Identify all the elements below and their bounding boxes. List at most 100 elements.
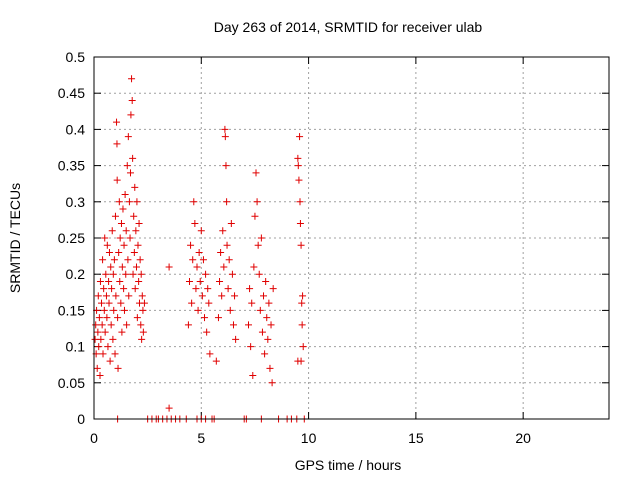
data-points — [91, 75, 308, 423]
y-tick-label: 0.3 — [66, 194, 86, 210]
data-point — [246, 285, 254, 293]
data-point — [221, 133, 229, 141]
y-tick-label: 0 — [77, 411, 85, 427]
data-point — [138, 335, 146, 343]
data-point — [185, 277, 193, 285]
data-point — [135, 220, 143, 228]
data-point — [122, 227, 130, 235]
data-point — [99, 256, 107, 264]
data-point — [219, 227, 227, 235]
data-point — [123, 321, 131, 329]
data-point — [113, 140, 121, 148]
data-point — [116, 277, 124, 285]
data-point — [124, 133, 132, 141]
data-point — [130, 248, 138, 256]
data-point — [214, 314, 222, 322]
y-tick-label: 0.25 — [58, 230, 85, 246]
data-point — [125, 292, 133, 300]
data-point — [220, 263, 228, 271]
data-point — [199, 256, 207, 264]
data-point — [110, 306, 118, 314]
data-point — [212, 357, 220, 365]
data-point — [126, 234, 134, 242]
x-tick-label: 20 — [515, 430, 531, 446]
x-tick-label: 15 — [408, 430, 424, 446]
data-point — [245, 321, 252, 329]
data-point — [231, 292, 239, 300]
data-point — [264, 335, 272, 343]
data-point — [126, 169, 134, 177]
data-point — [98, 321, 106, 329]
data-point — [135, 277, 143, 285]
data-point — [198, 292, 206, 300]
data-point — [131, 285, 139, 293]
data-point — [119, 205, 127, 213]
data-point — [120, 306, 128, 314]
data-point — [108, 227, 116, 235]
data-point — [106, 357, 114, 365]
data-point — [216, 277, 224, 285]
data-point — [128, 75, 136, 83]
data-point — [105, 277, 113, 285]
grid — [94, 57, 609, 419]
data-point — [254, 241, 262, 249]
data-point — [99, 350, 107, 358]
y-tick-label: 0.4 — [66, 121, 86, 137]
data-point — [266, 364, 274, 372]
data-point — [224, 285, 232, 293]
data-point — [93, 364, 101, 372]
data-point — [206, 350, 214, 358]
data-point — [109, 335, 117, 343]
data-point — [107, 321, 115, 329]
data-point — [197, 227, 205, 235]
data-point — [268, 379, 276, 387]
data-point — [217, 248, 225, 256]
data-point — [95, 343, 103, 351]
y-tick-label: 0.45 — [58, 85, 85, 101]
data-point — [269, 285, 277, 293]
data-point — [192, 285, 200, 293]
data-point — [137, 321, 145, 329]
data-point — [184, 321, 192, 329]
data-point — [94, 292, 102, 300]
data-point — [204, 285, 212, 293]
data-point — [108, 285, 116, 293]
data-point — [100, 306, 108, 314]
data-point — [188, 299, 196, 307]
data-point — [103, 241, 111, 249]
data-point — [187, 241, 195, 249]
data-point — [95, 314, 103, 322]
data-point — [195, 248, 203, 256]
data-point — [124, 256, 132, 264]
data-point — [97, 335, 105, 343]
data-point — [295, 176, 303, 184]
data-point — [120, 241, 128, 249]
x-axis-label: GPS time / hours — [295, 457, 402, 473]
data-point — [129, 270, 137, 278]
data-point — [100, 285, 108, 293]
data-point — [226, 306, 234, 314]
data-point — [94, 328, 102, 336]
data-point — [202, 270, 210, 278]
data-point — [165, 263, 173, 271]
data-point — [113, 118, 121, 126]
data-point — [133, 314, 141, 322]
data-point — [262, 277, 270, 285]
data-point — [222, 162, 230, 170]
data-point — [297, 357, 305, 365]
data-point — [294, 162, 302, 170]
data-point — [139, 306, 147, 314]
data-point — [129, 154, 137, 162]
data-point — [190, 198, 198, 206]
data-point — [165, 404, 173, 412]
y-tick-label: 0.2 — [66, 266, 86, 282]
data-point — [103, 314, 111, 322]
data-point — [102, 270, 110, 278]
data-point — [298, 321, 306, 329]
data-point — [98, 299, 106, 307]
data-point — [118, 328, 126, 336]
data-point — [138, 292, 146, 300]
data-point — [296, 198, 304, 206]
data-point — [113, 176, 121, 184]
data-point — [251, 212, 259, 220]
